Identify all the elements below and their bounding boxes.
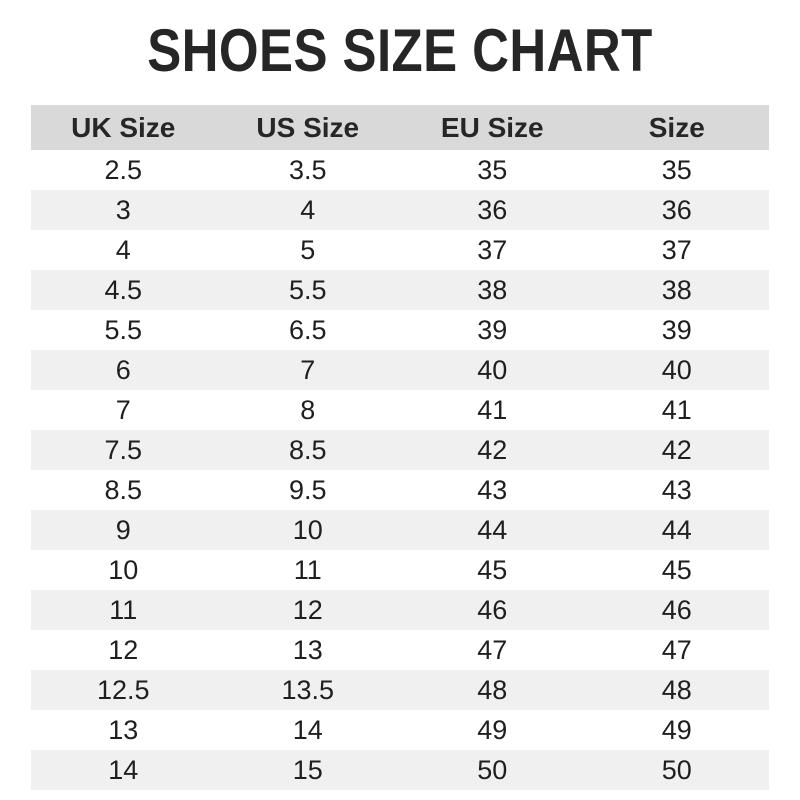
table-cell: 40: [400, 350, 585, 390]
table-row: 5.5 6.5 39 39: [31, 310, 769, 350]
table-cell: 39: [477, 314, 508, 345]
table-cell: 9.5: [288, 474, 327, 505]
column-header-size: Size: [584, 105, 769, 150]
table-row: 2.5 3.5 35 35: [31, 150, 769, 190]
table-cell: 5: [300, 234, 316, 265]
table-cell: 47: [477, 634, 508, 665]
table-cell: 8: [300, 394, 316, 425]
table-cell: 7: [215, 350, 400, 390]
table-row: 14 15 50 50: [31, 750, 769, 790]
table-row: 12 13 47 47: [31, 630, 769, 670]
table-row: 8.5 9.5 43 43: [31, 470, 769, 510]
table-row: 3 4 36 36: [31, 190, 769, 230]
table-cell: 7.5: [31, 430, 216, 470]
table-cell: 13.5: [215, 670, 400, 710]
table-row: 9 10 44 44: [31, 510, 769, 550]
table-cell: 11: [293, 554, 322, 585]
table-cell: 45: [477, 554, 508, 585]
page: SHOES SIZE CHART UK Size US Size EU Size…: [0, 16, 800, 800]
size-table-body: 2.5 3.5 35 35 3 4 36 36 4 5 37 37 4.5 5.5 38 38 5.5 6.5 39…: [31, 150, 769, 790]
table-cell: 8.5: [215, 430, 400, 470]
table-cell: 48: [584, 670, 769, 710]
page-title: SHOES SIZE CHART: [147, 17, 653, 84]
table-row: 13 14 49 49: [31, 710, 769, 750]
table-cell: 6.5: [288, 314, 327, 345]
table-cell: 4: [115, 234, 131, 265]
table-cell: 46: [400, 590, 585, 630]
table-row: 10 11 45 45: [31, 550, 769, 590]
table-row: 4.5 5.5 38 38: [31, 270, 769, 310]
table-cell: 10: [108, 554, 139, 585]
table-row: 4 5 37 37: [31, 230, 769, 270]
table-cell: 5.5: [104, 314, 143, 345]
column-header-us-size: US Size: [215, 105, 400, 150]
table-header-row: UK Size US Size EU Size Size: [31, 105, 769, 150]
column-header-eu-size: EU Size: [400, 105, 585, 150]
table-cell: 41: [477, 394, 508, 425]
table-cell: 36: [400, 190, 585, 230]
table-cell: 12.5: [31, 670, 216, 710]
table-cell: 15: [215, 750, 400, 790]
table-cell: 38: [400, 270, 585, 310]
column-header-uk-size: UK Size: [31, 105, 216, 150]
table-row: 6 7 40 40: [31, 350, 769, 390]
table-cell: 44: [400, 510, 585, 550]
table-cell: 13: [292, 634, 323, 665]
table-cell: 39: [661, 314, 692, 345]
table-row: 7.5 8.5 42 42: [31, 430, 769, 470]
table-cell: 10: [215, 510, 400, 550]
table-cell: 37: [661, 234, 692, 265]
table-cell: 46: [584, 590, 769, 630]
table-cell: 13: [108, 714, 139, 745]
table-cell: 42: [400, 430, 585, 470]
table-row: 7 8 41 41: [31, 390, 769, 430]
table-cell: 9: [31, 510, 216, 550]
table-cell: 50: [400, 750, 585, 790]
table-cell: 12: [215, 590, 400, 630]
table-cell: 14: [31, 750, 216, 790]
table-cell: 12: [108, 634, 139, 665]
table-cell: 2.5: [104, 154, 143, 185]
size-chart-table: UK Size US Size EU Size Size 2.5 3.5 35 35 3…: [31, 105, 769, 790]
table-cell: 11: [31, 590, 216, 630]
table-cell: 36: [584, 190, 769, 230]
table-cell: 35: [477, 154, 508, 185]
table-header: UK Size US Size EU Size Size: [31, 105, 769, 150]
table-row: 12.5 13.5 48 48: [31, 670, 769, 710]
table-cell: 4: [215, 190, 400, 230]
table-cell: 4.5: [31, 270, 216, 310]
table-cell: 35: [661, 154, 692, 185]
table-cell: 44: [584, 510, 769, 550]
table-cell: 49: [661, 714, 692, 745]
table-cell: 5.5: [215, 270, 400, 310]
table-cell: 50: [584, 750, 769, 790]
table-cell: 49: [477, 714, 508, 745]
table-cell: 8.5: [104, 474, 143, 505]
table-row: 11 12 46 46: [31, 590, 769, 630]
table-cell: 47: [661, 634, 692, 665]
table-cell: 14: [292, 714, 323, 745]
table-cell: 42: [584, 430, 769, 470]
table-cell: 48: [400, 670, 585, 710]
table-cell: 3.5: [288, 154, 327, 185]
table-cell: 7: [115, 394, 131, 425]
table-cell: 40: [584, 350, 769, 390]
table-cell: 43: [661, 474, 692, 505]
table-cell: 6: [31, 350, 216, 390]
table-cell: 45: [661, 554, 692, 585]
table-cell: 38: [584, 270, 769, 310]
table-cell: 41: [661, 394, 692, 425]
table-cell: 3: [31, 190, 216, 230]
table-cell: 43: [477, 474, 508, 505]
table-cell: 37: [477, 234, 508, 265]
